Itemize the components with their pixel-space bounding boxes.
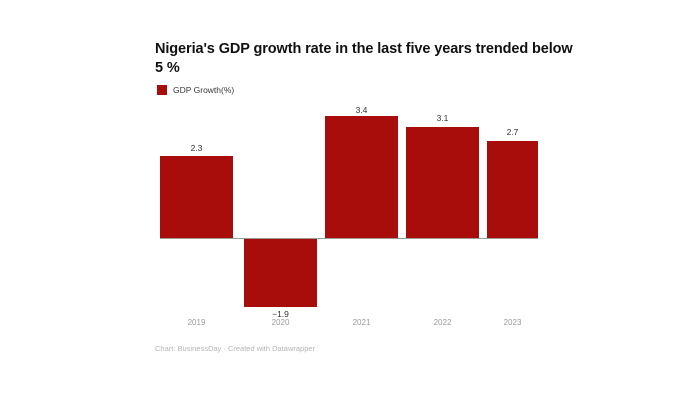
bar-2020[interactable] (244, 239, 317, 307)
bar-2022[interactable] (406, 127, 479, 238)
chart-credit: Chart: BusinessDay · Created with Datawr… (155, 344, 316, 353)
bar-value-2019: 2.3 (190, 143, 203, 153)
bar-group-2020: −1.9 (244, 105, 317, 319)
chart-legend: GDP Growth(%) (157, 85, 234, 95)
x-tick-2021: 2021 (352, 318, 371, 327)
bar-value-2021: 3.4 (355, 105, 368, 115)
chart-title: Nigeria's GDP growth rate in the last fi… (155, 41, 573, 76)
x-tick-2019: 2019 (187, 318, 206, 327)
bar-value-2020: −1.9 (272, 309, 289, 319)
x-tick-2020: 2020 (271, 318, 290, 327)
bar-value-2022: 3.1 (436, 113, 449, 123)
bar-group-2019: 2.3 (160, 105, 233, 313)
bar-value-2023: 2.7 (506, 127, 519, 137)
bar-group-2022: 3.1 (406, 105, 479, 313)
x-axis: 2019 2020 2021 2022 2023 (160, 318, 538, 332)
x-tick-2023: 2023 (503, 318, 522, 327)
bar-2021[interactable] (325, 116, 398, 238)
x-tick-2022: 2022 (433, 318, 452, 327)
zero-baseline (160, 238, 538, 239)
legend-label-gdp-growth: GDP Growth(%) (173, 85, 235, 95)
bar-2023[interactable] (487, 141, 538, 238)
plot-area: 2.3 −1.9 3.4 3.1 2.7 (160, 105, 538, 319)
bar-group-2021: 3.4 (325, 105, 398, 313)
bar-group-2023: 2.7 (487, 105, 538, 313)
legend-swatch-icon (157, 85, 167, 95)
bar-2019[interactable] (160, 156, 233, 238)
